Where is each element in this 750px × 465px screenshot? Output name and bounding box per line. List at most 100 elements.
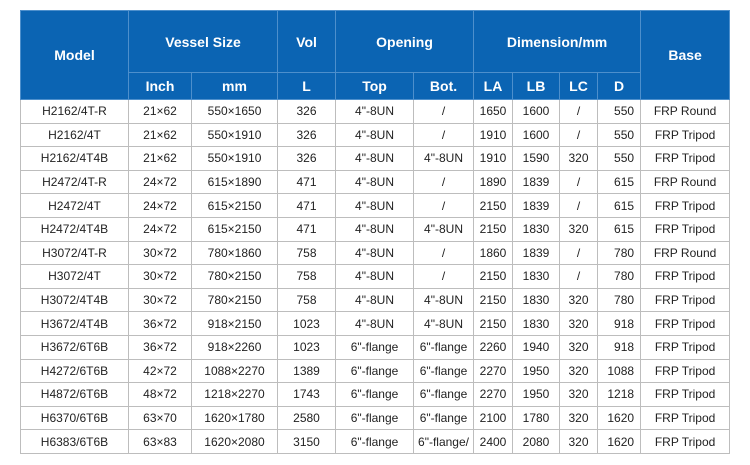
table-cell: 1600 xyxy=(512,99,561,124)
table-cell: 1218 xyxy=(597,382,642,407)
table-cell: / xyxy=(559,264,599,289)
table-cell: 320 xyxy=(559,429,599,454)
table-cell: 1218×2270 xyxy=(190,382,279,407)
table-cell: 4"-8UN xyxy=(335,122,415,148)
table-cell: 4"-8UN xyxy=(335,287,415,313)
table-cell: 1389 xyxy=(277,358,337,384)
table-cell: 1940 xyxy=(512,334,561,360)
table-cell: 758 xyxy=(277,264,337,289)
table-cell: 30×72 xyxy=(128,287,192,313)
table-cell: / xyxy=(559,99,599,124)
table-cell: 918×2150 xyxy=(190,311,279,336)
table-cell: 320 xyxy=(559,334,599,360)
table-cell: FRP Tripod xyxy=(640,334,731,360)
table-cell: 4"-8UN xyxy=(335,146,415,171)
table-cell: 326 xyxy=(277,99,337,124)
table-cell: 2270 xyxy=(473,358,514,384)
table-row: H4872/6T6B 48×72 1218×2270 1743 6"-flange 6"-… xyxy=(20,382,731,407)
header-vol: Vol xyxy=(277,10,337,73)
table-cell: H2162/4T xyxy=(20,122,129,148)
table-cell: 2260 xyxy=(473,334,514,360)
table-cell: 320 xyxy=(559,216,599,242)
table-cell: H6370/6T6B xyxy=(20,405,129,431)
table-cell: 758 xyxy=(277,287,337,313)
table-cell: 36×72 xyxy=(128,311,192,336)
table-cell: 320 xyxy=(559,146,599,171)
table-cell: 550×1910 xyxy=(190,122,279,148)
table-row: H2162/4T4B 21×62 550×1910 326 4"-8UN 4"-8UN 19… xyxy=(20,146,731,171)
header-mm: mm xyxy=(190,72,279,100)
table-cell: FRP Tripod xyxy=(640,122,731,148)
table-cell: / xyxy=(559,240,599,266)
table-cell: 6"-flange xyxy=(335,334,415,360)
table-cell: / xyxy=(413,264,475,289)
table-cell: 1780 xyxy=(512,405,561,431)
table-cell: 3150 xyxy=(277,429,337,454)
table-cell: 918×2260 xyxy=(190,334,279,360)
table-cell: 24×72 xyxy=(128,169,192,195)
table-cell: 326 xyxy=(277,122,337,148)
table-cell: FRP Tripod xyxy=(640,264,731,289)
table-cell: 6"-flange xyxy=(335,358,415,384)
table-cell: 4"-8UN xyxy=(335,311,415,336)
table-row: H3072/4T-R 30×72 780×1860 758 4"-8UN/1860 183… xyxy=(20,240,731,266)
header-l: L xyxy=(277,72,337,100)
table-cell: 615 xyxy=(597,216,642,242)
table-row: H6370/6T6B 63×70 1620×1780 2580 6"-flange 6"-… xyxy=(20,405,731,431)
table-row: H4272/6T6B 42×72 1088×2270 1389 6"-flange 6"-… xyxy=(20,358,731,384)
table-cell: 30×72 xyxy=(128,264,192,289)
table-cell: 550 xyxy=(597,99,642,124)
table-cell: FRP Tripod xyxy=(640,405,731,431)
table-cell: 615 xyxy=(597,169,642,195)
table-cell: 6"-flange xyxy=(413,382,475,407)
table-cell: 2270 xyxy=(473,382,514,407)
table-cell: H3072/4T xyxy=(20,264,129,289)
table-cell: H3072/4T4B xyxy=(20,287,129,313)
table-cell: / xyxy=(413,99,475,124)
table-cell: 1839 xyxy=(512,193,561,218)
table-cell: 550 xyxy=(597,146,642,171)
table-cell: 1950 xyxy=(512,382,561,407)
table-cell: 615 xyxy=(597,193,642,218)
table-cell: 6"-flange/ xyxy=(413,429,475,454)
table-cell: 320 xyxy=(559,287,599,313)
table-cell: FRP Tripod xyxy=(640,429,731,454)
table-cell: 1088 xyxy=(597,358,642,384)
table-cell: 63×70 xyxy=(128,405,192,431)
table-cell: H2472/4T-R xyxy=(20,169,129,195)
header-bot: Bot. xyxy=(413,72,475,100)
header-vessel-size: Vessel Size xyxy=(127,10,279,73)
table-cell: 1590 xyxy=(512,146,561,171)
table-cell: 2400 xyxy=(473,429,514,454)
table-cell: H6383/6T6B xyxy=(20,429,129,454)
table-cell: 780×2150 xyxy=(190,287,279,313)
table-cell: FRP Tripod xyxy=(640,146,731,171)
table-cell: FRP Round xyxy=(640,99,731,124)
table-cell: 6"-flange xyxy=(335,382,415,407)
table-cell: 615×2150 xyxy=(190,216,279,242)
table-cell: 2580 xyxy=(277,405,337,431)
table-cell: 24×72 xyxy=(128,193,192,218)
table-cell: 1830 xyxy=(512,216,561,242)
table-row: H3072/4T4B 30×72 780×2150 758 4"-8UN 4"-8UN 21… xyxy=(20,287,731,313)
table-cell: 1910 xyxy=(473,146,514,171)
table-cell: 320 xyxy=(559,405,599,431)
table-cell: FRP Tripod xyxy=(640,216,731,242)
table-cell: 4"-8UN xyxy=(413,311,475,336)
table-cell: / xyxy=(413,122,475,148)
table-cell: FRP Round xyxy=(640,240,731,266)
table-cell: FRP Tripod xyxy=(640,382,731,407)
table-cell: 2150 xyxy=(473,287,514,313)
table-cell: H2472/4T4B xyxy=(20,216,129,242)
table-cell: 1830 xyxy=(512,287,561,313)
table-cell: 63×83 xyxy=(128,429,192,454)
table-cell: H4872/6T6B xyxy=(20,382,129,407)
table-cell: 615×1890 xyxy=(190,169,279,195)
table-cell: H3672/6T6B xyxy=(20,334,129,360)
table-cell: 918 xyxy=(597,311,642,336)
table-cell: 4"-8UN xyxy=(335,193,415,218)
table-cell: 4"-8UN xyxy=(413,216,475,242)
table-cell: 1860 xyxy=(473,240,514,266)
table-row: H3072/4T 30×72 780×2150 758 4"-8UN/2150 1830/… xyxy=(20,264,731,289)
table-cell: FRP Tripod xyxy=(640,358,731,384)
